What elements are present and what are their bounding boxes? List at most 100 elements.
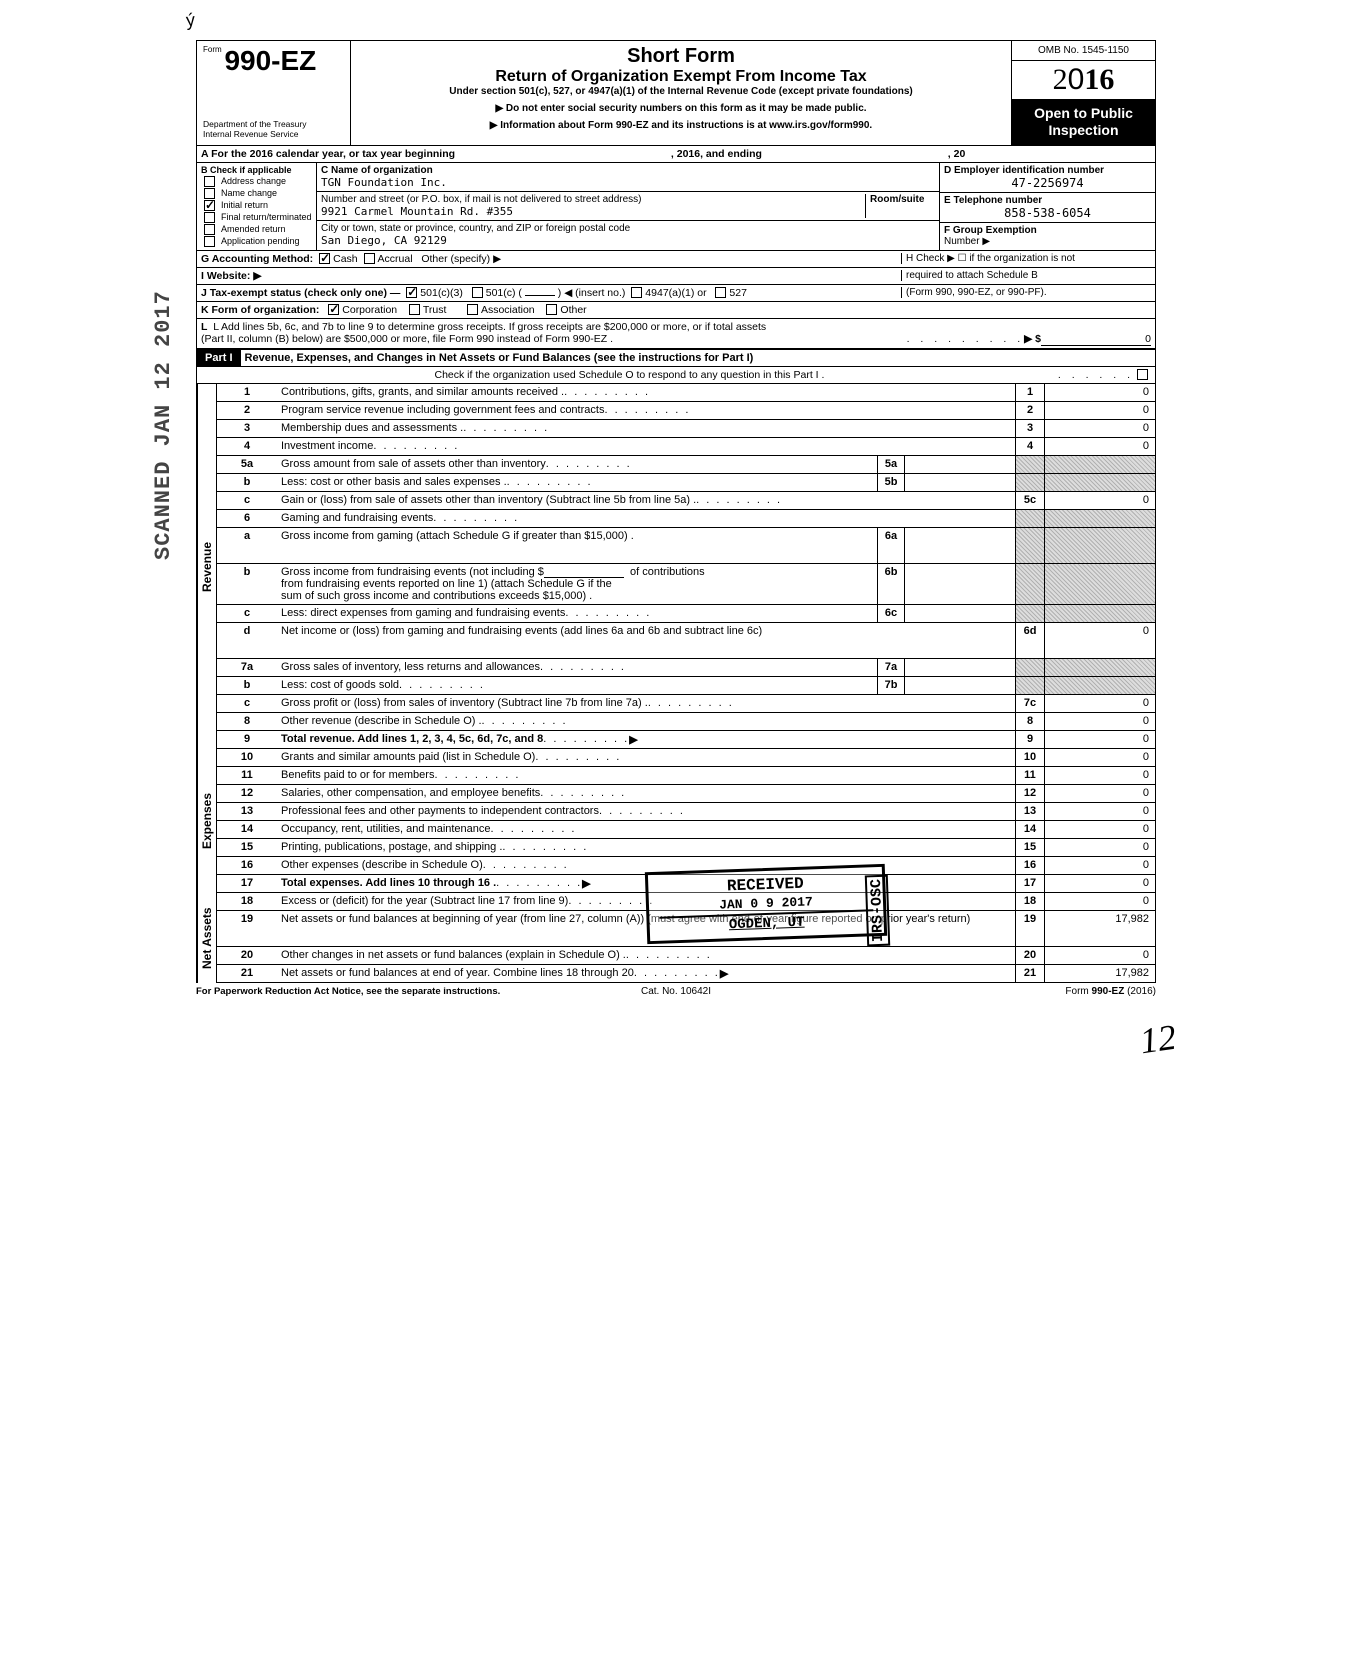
title-arrow-1: ▶ Do not enter social security numbers o… bbox=[355, 103, 1007, 114]
cb-initial-return-lbl: Initial return bbox=[221, 200, 268, 210]
row-txt-r16: Other expenses (describe in Schedule O) … bbox=[277, 857, 1015, 874]
info-block: B Check if applicable Address change Nam… bbox=[196, 163, 1156, 251]
cb-address-change[interactable] bbox=[204, 176, 215, 187]
b-label: B Check if applicable bbox=[201, 165, 312, 175]
rt-amt-shade-r6b bbox=[1045, 564, 1155, 604]
cb-accrual[interactable] bbox=[364, 253, 375, 264]
mid-amt-r7a[interactable] bbox=[905, 659, 1015, 676]
rt-amt-r20: 0 bbox=[1045, 947, 1155, 964]
mid-amt-r6b[interactable] bbox=[905, 564, 1015, 604]
title-arrow-2: ▶ Information about Form 990-EZ and its … bbox=[355, 120, 1007, 131]
row-txt-r6: Gaming and fundraising events . . . . . … bbox=[277, 510, 1015, 527]
part1-note: Check if the organization used Schedule … bbox=[196, 367, 1156, 384]
cb-sched-o[interactable] bbox=[1137, 369, 1148, 380]
row-txt-r7c: Gross profit or (loss) from sales of inv… bbox=[277, 695, 1015, 712]
cb-assoc[interactable] bbox=[467, 304, 478, 315]
omb-number: OMB No. 1545-1150 bbox=[1012, 41, 1155, 61]
row-txt-r21: Net assets or fund balances at end of ye… bbox=[277, 965, 1015, 982]
rt-amt-shade-r7a bbox=[1045, 659, 1155, 676]
mid-amt-r7b[interactable] bbox=[905, 677, 1015, 694]
row-num-r20: 20 bbox=[217, 947, 277, 964]
rt-amt-r11: 0 bbox=[1045, 767, 1155, 784]
form-title-box: Short Form Return of Organization Exempt… bbox=[351, 40, 1011, 146]
footer: For Paperwork Reduction Act Notice, see … bbox=[196, 983, 1156, 1000]
cb-final-return[interactable] bbox=[204, 212, 215, 223]
l-line2: (Part II, column (B) below) are $500,000… bbox=[201, 333, 613, 346]
row-num-r13: 13 bbox=[217, 803, 277, 820]
section-revenue: Revenue1Contributions, gifts, grants, an… bbox=[196, 384, 1156, 749]
rt-amt-r12: 0 bbox=[1045, 785, 1155, 802]
row-num-r7a: 7a bbox=[217, 659, 277, 676]
cb-trust[interactable] bbox=[409, 304, 420, 315]
d-val: 47-2256974 bbox=[944, 176, 1151, 190]
row-txt-r10: Grants and similar amounts paid (list in… bbox=[277, 749, 1015, 766]
row-txt-r7b: Less: cost of goods sold . . . . . . . .… bbox=[277, 677, 877, 694]
rt-amt-r9: 0 bbox=[1045, 731, 1155, 748]
row-num-r7b: b bbox=[217, 677, 277, 694]
cb-other-k[interactable] bbox=[546, 304, 557, 315]
g-accrual: Accrual bbox=[378, 253, 413, 265]
rt-num-r8: 8 bbox=[1015, 713, 1045, 730]
row-r13: 13Professional fees and other payments t… bbox=[216, 803, 1156, 821]
l-line1: L Add lines 5b, 6c, and 7b to line 9 to … bbox=[213, 321, 766, 333]
cb-527[interactable] bbox=[715, 287, 726, 298]
col-def: D Employer identification number 47-2256… bbox=[940, 163, 1155, 250]
line-i: I Website: ▶ required to attach Schedule… bbox=[196, 268, 1156, 285]
cb-initial-return[interactable] bbox=[204, 200, 215, 211]
rt-num-shade-r7b bbox=[1015, 677, 1045, 694]
rt-amt-r14: 0 bbox=[1045, 821, 1155, 838]
cb-amended-return[interactable] bbox=[204, 224, 215, 235]
rt-amt-r3: 0 bbox=[1045, 420, 1155, 437]
cb-corp[interactable] bbox=[328, 304, 339, 315]
row-num-r19: 19 bbox=[217, 911, 277, 946]
rt-num-r14: 14 bbox=[1015, 821, 1045, 838]
tick-mark: ý bbox=[185, 10, 196, 32]
rt-amt-r19: 17,982 bbox=[1045, 911, 1155, 946]
row-num-r6d: d bbox=[217, 623, 277, 658]
mid-num-r6a: 6a bbox=[877, 528, 905, 563]
rt-num-r17: 17 bbox=[1015, 875, 1045, 892]
rt-amt-r18: 0 bbox=[1045, 893, 1155, 910]
row-r11: 11Benefits paid to or for members . . . … bbox=[216, 767, 1156, 785]
received-stamp: RECEIVED JAN 0 9 2017 OGDEN, UT bbox=[645, 864, 887, 944]
rt-amt-r17: 0 bbox=[1045, 875, 1155, 892]
row-txt-r20: Other changes in net assets or fund bala… bbox=[277, 947, 1015, 964]
row-txt-r6d: Net income or (loss) from gaming and fun… bbox=[277, 623, 1015, 658]
k-corp: Corporation bbox=[342, 304, 397, 316]
row-txt-r15: Printing, publications, postage, and shi… bbox=[277, 839, 1015, 856]
f-num: Number ▶ bbox=[944, 236, 990, 247]
cb-4947[interactable] bbox=[631, 287, 642, 298]
row-txt-r13: Professional fees and other payments to … bbox=[277, 803, 1015, 820]
open-public-inspection: Open to Public Inspection bbox=[1012, 99, 1155, 145]
row-txt-r5c: Gain or (loss) from sale of assets other… bbox=[277, 492, 1015, 509]
cb-app-pending[interactable] bbox=[204, 236, 215, 247]
rt-amt-r4: 0 bbox=[1045, 438, 1155, 455]
footer-left: For Paperwork Reduction Act Notice, see … bbox=[196, 986, 516, 997]
rt-amt-shade-r6a bbox=[1045, 528, 1155, 563]
cb-501c3[interactable] bbox=[406, 287, 417, 298]
mid-num-r7b: 7b bbox=[877, 677, 905, 694]
header-right: OMB No. 1545-1150 2016 Open to Public In… bbox=[1011, 40, 1156, 146]
part1-header: Part I Revenue, Expenses, and Changes in… bbox=[196, 349, 1156, 367]
irs-osc-stamp: IRS-OSC bbox=[865, 875, 890, 947]
rt-num-shade-r6a bbox=[1015, 528, 1045, 563]
rt-num-r4: 4 bbox=[1015, 438, 1045, 455]
line-j: J Tax-exempt status (check only one) — 5… bbox=[196, 285, 1156, 302]
mid-amt-r6a[interactable] bbox=[905, 528, 1015, 563]
g-other: Other (specify) ▶ bbox=[421, 253, 501, 265]
row-txt-r3: Membership dues and assessments . . . . … bbox=[277, 420, 1015, 437]
row-num-r16: 16 bbox=[217, 857, 277, 874]
cb-cash[interactable] bbox=[319, 253, 330, 264]
row-txt-r6c: Less: direct expenses from gaming and fu… bbox=[277, 605, 877, 622]
row-txt-r7a: Gross sales of inventory, less returns a… bbox=[277, 659, 877, 676]
cb-501c[interactable] bbox=[472, 287, 483, 298]
mid-amt-r5b[interactable] bbox=[905, 474, 1015, 491]
line-a-end: , 20 bbox=[948, 148, 966, 160]
mid-amt-r5a[interactable] bbox=[905, 456, 1015, 473]
cb-app-pending-lbl: Application pending bbox=[221, 236, 300, 246]
cb-address-change-lbl: Address change bbox=[221, 176, 286, 186]
e-lbl: E Telephone number bbox=[944, 195, 1042, 206]
mid-amt-r6c[interactable] bbox=[905, 605, 1015, 622]
col-c-org: C Name of organization TGN Foundation In… bbox=[317, 163, 940, 250]
part1-title: Revenue, Expenses, and Changes in Net As… bbox=[241, 350, 1155, 366]
